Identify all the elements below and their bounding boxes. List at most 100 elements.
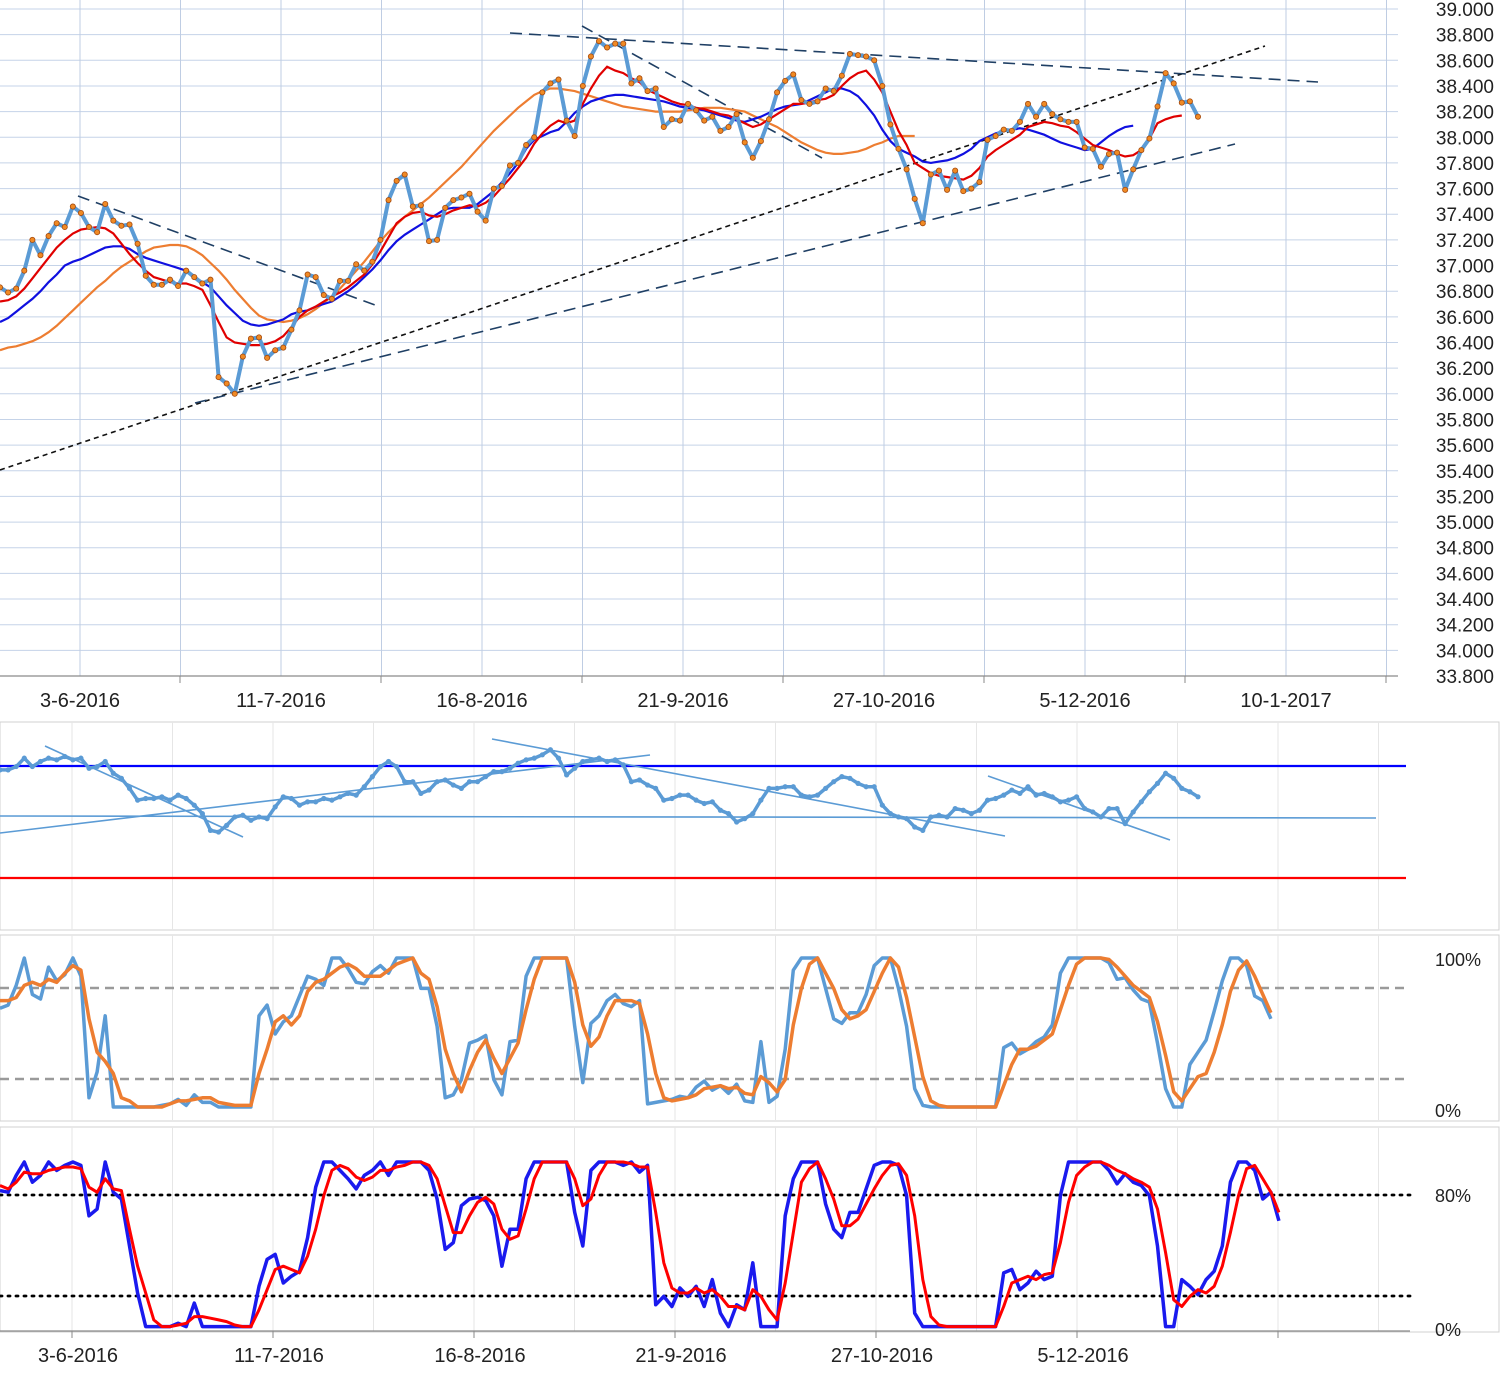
price-point (733, 111, 740, 118)
osc-point (685, 792, 691, 798)
osc-point (620, 762, 626, 768)
price-point (968, 185, 975, 192)
osc-point (483, 774, 489, 780)
price-point (547, 80, 554, 87)
price-point (741, 139, 748, 146)
osc-point (102, 758, 108, 765)
osc-point (191, 802, 197, 808)
price-y-tick-label: 37.400 (1436, 205, 1494, 226)
stochastic-fast-line (0, 956, 1273, 1109)
price-point (531, 134, 538, 141)
price-point (134, 240, 141, 247)
price-point (142, 272, 149, 279)
osc-point (45, 755, 52, 761)
price-point (239, 353, 246, 360)
price-point (984, 136, 991, 143)
price-point (774, 89, 781, 96)
price-y-tick-label: 36.200 (1436, 359, 1494, 380)
osc-point (693, 797, 699, 803)
price-y-tick-label: 37.600 (1436, 180, 1494, 201)
price-point (207, 276, 214, 283)
price-point (1057, 116, 1064, 123)
osc-point (863, 784, 869, 790)
osc-point (1033, 792, 1039, 798)
osc-point (758, 797, 764, 803)
price-point (1025, 100, 1032, 107)
price-point (579, 82, 586, 89)
price-point (175, 283, 182, 290)
osc-point (458, 785, 464, 792)
osc-point (968, 811, 974, 817)
osc-point (1025, 784, 1031, 790)
osc-point (37, 758, 44, 765)
osc-point (126, 785, 133, 792)
price-point (247, 335, 254, 342)
price-point (652, 85, 659, 92)
price-y-tick-label: 36.800 (1436, 282, 1494, 303)
osc-point (644, 782, 651, 788)
osc-point (823, 785, 829, 792)
osc-point (62, 753, 68, 760)
price-point (264, 354, 271, 361)
price-y-tick-label: 37.200 (1436, 231, 1494, 252)
price-x-tick-label: 3-6-2016 (40, 690, 120, 712)
osc-point (903, 816, 910, 822)
price-point (320, 292, 327, 299)
sto2-x-tick-label: 21-9-2016 (635, 1345, 726, 1367)
price-point (1170, 80, 1177, 87)
price-point (353, 261, 360, 268)
price-point (992, 132, 999, 139)
price-point (911, 195, 918, 202)
price-point (199, 280, 206, 287)
price-point (636, 75, 643, 82)
osc-point (1122, 821, 1128, 827)
price-y-tick-label: 38.400 (1436, 77, 1494, 98)
osc-point (1098, 814, 1104, 820)
stochastic-frame (0, 934, 1500, 1122)
osc-point (264, 816, 270, 822)
osc-trendline-3 (491, 738, 1006, 837)
channel-resistance-line (509, 32, 1319, 83)
price-point (790, 71, 797, 78)
osc-point (1146, 789, 1153, 795)
sto2-x-tick-label: 11-7-2016 (234, 1345, 324, 1367)
price-point (312, 274, 319, 281)
osc-point (1187, 789, 1193, 795)
osc-point (94, 763, 100, 770)
osc-point (628, 779, 634, 785)
price-point (256, 334, 263, 341)
osc-point (345, 790, 351, 797)
osc-point (418, 790, 424, 797)
price-point (822, 85, 829, 92)
osc-point (29, 763, 35, 770)
osc-point (21, 755, 27, 761)
price-point (118, 222, 125, 229)
price-y-tick-label: 34.000 (1436, 641, 1494, 662)
price-point (830, 88, 837, 95)
osc-point (523, 757, 529, 763)
price-point (887, 121, 894, 128)
price-point (426, 238, 433, 245)
osc-point (742, 816, 748, 822)
price-point (571, 132, 578, 139)
price-point (474, 208, 481, 215)
price-point (927, 171, 934, 178)
price-point (587, 53, 594, 60)
price-y-tick-label: 35.200 (1436, 487, 1494, 508)
price-point (1041, 100, 1048, 107)
osc-point (199, 811, 205, 817)
osc-trendline-2 (0, 754, 651, 834)
price-y-tick-label: 37.000 (1436, 257, 1494, 278)
price-point (272, 347, 279, 354)
osc-point (798, 792, 804, 798)
price-point (668, 116, 675, 123)
price-point (37, 252, 44, 259)
osc-point (952, 805, 958, 812)
price-point (919, 220, 926, 227)
price-point (725, 124, 732, 131)
channel-support-line (194, 143, 1236, 404)
price-point (1081, 144, 1088, 151)
osc-point (555, 755, 562, 761)
osc-point (806, 794, 813, 800)
